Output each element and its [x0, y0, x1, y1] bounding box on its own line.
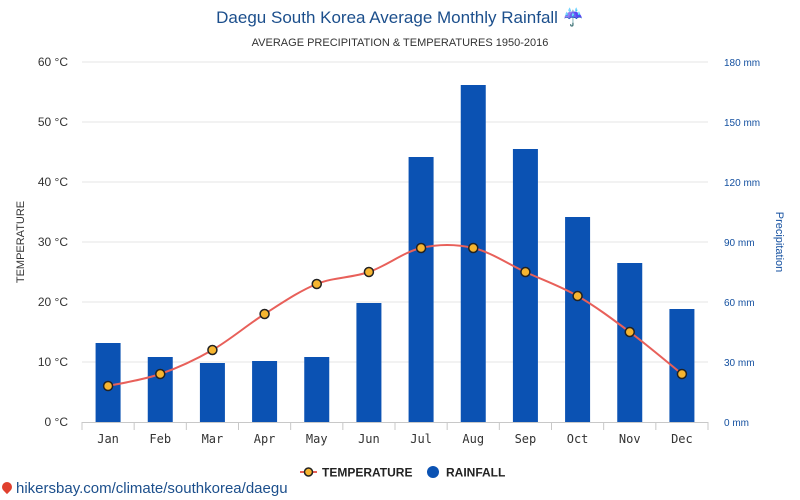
y-tick-label-left: 30 °C [38, 235, 68, 249]
y-tick-label-right: 30 mm [724, 358, 755, 369]
y-ticks: 0 °C 10 °C 20 °C 30 °C 40 °C 50 °C 60 °C 0 mm 30… [38, 55, 760, 429]
y-axis-title-right: Precipitation [773, 212, 785, 273]
chart: Daegu South Korea Average Monthly Rainfa… [15, 7, 785, 479]
chart-title: Daegu South Korea Average Monthly Rainfa… [216, 7, 584, 27]
rainfall-bar[interactable] [199, 363, 225, 422]
chart-subtitle: AVERAGE PRECIPITATION & TEMPERATURES 195… [252, 37, 549, 49]
y-tick-label-right: 90 mm [724, 238, 755, 249]
rainfall-bar[interactable] [512, 149, 538, 422]
rainfall-bar[interactable] [356, 303, 382, 422]
rainfall-bar[interactable] [669, 309, 695, 422]
temperature-series-line [107, 244, 683, 387]
grid [82, 61, 708, 363]
rainfall-bar[interactable] [460, 85, 486, 422]
x-axis: Jan Feb Mar Apr May Jun Jul Aug Sep Oct Nov Dec [81, 422, 709, 446]
y-tick-label-left: 20 °C [38, 295, 68, 309]
temperature-point[interactable] [207, 344, 218, 356]
rainfall-bar[interactable] [252, 361, 278, 422]
footer-link-text: hikersbay.com/climate/southkorea/daegu [16, 480, 288, 497]
rainfall-bar[interactable] [408, 157, 434, 422]
x-tick-label: Jan [97, 432, 119, 446]
y-tick-label-right: 60 mm [724, 298, 755, 309]
legend-label-temperature: TEMPERATURE [322, 466, 412, 479]
y-tick-label-right: 180 mm [724, 58, 760, 69]
x-tick-label: May [306, 432, 328, 446]
y-tick-label-right: 0 mm [724, 418, 749, 429]
x-tick-label: Mar [202, 432, 224, 446]
legend-label-rainfall: RAINFALL [446, 466, 505, 479]
temperature-point[interactable] [311, 278, 322, 290]
y-tick-label-left: 10 °C [38, 355, 68, 369]
temperature-point[interactable] [468, 242, 479, 254]
temperature-point[interactable] [520, 266, 531, 278]
legend-item-rainfall[interactable]: RAINFALL [427, 466, 505, 479]
x-tick-label: Jun [358, 432, 380, 446]
rainfall-bars [95, 85, 695, 422]
footer-link[interactable]: hikersbay.com/climate/southkorea/daegu [0, 479, 288, 499]
legend[interactable]: TEMPERATURE RAINFALL [300, 466, 505, 479]
legend-item-temperature[interactable]: TEMPERATURE [300, 466, 412, 479]
temperature-point[interactable] [624, 326, 635, 338]
y-tick-label-left: 40 °C [38, 175, 68, 189]
y-tick-label-left: 50 °C [38, 115, 68, 129]
rainfall-bar[interactable] [304, 357, 330, 422]
x-tick-label: Dec [671, 432, 693, 446]
temperature-point[interactable] [415, 242, 427, 254]
temperature-point[interactable] [363, 266, 375, 278]
y-tick-label-right: 150 mm [724, 118, 760, 129]
y-axis-title-left: TEMPERATURE [15, 201, 27, 283]
temperature-line [102, 242, 688, 392]
x-tick-label: Apr [254, 432, 276, 446]
rainfall-bar[interactable] [617, 263, 643, 422]
rainfall-bar[interactable] [565, 217, 591, 422]
map-pin-icon [0, 479, 15, 495]
legend-marker-temperature [303, 467, 314, 477]
rainfall-bar[interactable] [147, 357, 173, 422]
x-tick-label: Nov [619, 432, 641, 446]
temperature-point[interactable] [676, 368, 688, 380]
x-tick-label: Jul [410, 432, 432, 446]
x-tick-label: Aug [462, 432, 484, 446]
x-tick-label: Sep [515, 432, 537, 446]
x-tick-label: Oct [567, 432, 589, 446]
temperature-point[interactable] [102, 380, 114, 392]
legend-marker-rainfall [427, 466, 439, 478]
y-tick-label-right: 120 mm [724, 178, 760, 189]
y-tick-label-left: 60 °C [38, 55, 68, 69]
temperature-point[interactable] [572, 290, 583, 302]
x-tick-label: Feb [149, 432, 171, 446]
y-tick-label-left: 0 °C [45, 415, 69, 429]
temperature-point[interactable] [259, 308, 270, 320]
temperature-point[interactable] [155, 368, 166, 380]
